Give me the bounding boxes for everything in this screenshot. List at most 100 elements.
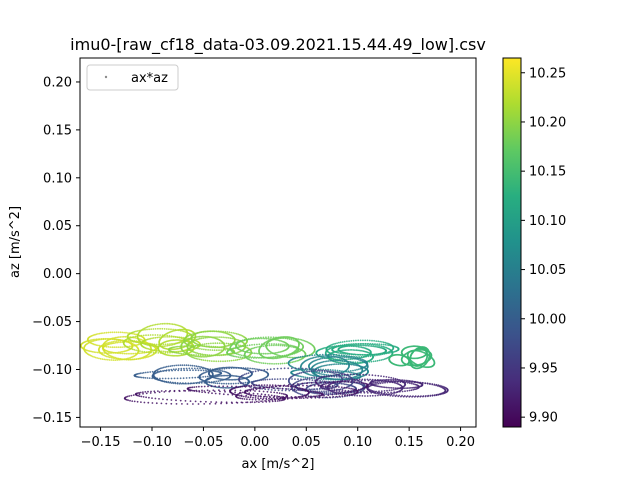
scatter-point	[301, 343, 304, 346]
scatter-point	[289, 361, 292, 364]
scatter-point	[123, 358, 126, 361]
scatter-point	[105, 352, 108, 354]
scatter-point	[368, 339, 371, 342]
scatter-point	[133, 344, 136, 347]
scatter-point	[185, 367, 188, 370]
scatter-point	[162, 336, 164, 338]
scatter-point	[219, 346, 222, 348]
scatter-point	[378, 343, 381, 346]
scatter-point	[108, 359, 111, 361]
scatter-point	[238, 333, 241, 336]
scatter-point	[192, 354, 194, 357]
scatter-point	[98, 332, 101, 335]
scatter-point	[195, 365, 198, 368]
scatter-point	[273, 368, 275, 370]
scatter-point	[158, 379, 160, 381]
scatter-point	[347, 358, 350, 361]
scatter-point	[299, 393, 302, 395]
scatter-point	[336, 359, 339, 362]
scatter-point	[107, 346, 110, 348]
scatter-point	[111, 331, 114, 334]
scatter-point	[268, 343, 271, 345]
scatter-point	[164, 352, 167, 354]
scatter-point	[121, 346, 123, 348]
scatter-point	[105, 358, 107, 361]
scatter-point	[353, 343, 356, 346]
scatter-point	[212, 342, 215, 345]
scatter-point	[286, 336, 288, 338]
scatter-point	[116, 359, 119, 361]
scatter-point	[270, 389, 273, 391]
scatter-point	[246, 351, 249, 354]
scatter-point	[144, 356, 147, 359]
scatter-point	[102, 337, 105, 340]
scatter-point	[325, 360, 328, 363]
scatter-point	[374, 354, 376, 357]
scatter-point	[91, 350, 94, 353]
scatter-point	[151, 345, 154, 347]
scatter-point	[288, 338, 291, 340]
scatter-point	[220, 372, 223, 375]
scatter-point	[252, 347, 255, 350]
scatter-point	[151, 370, 154, 373]
scatter-point	[426, 357, 428, 359]
scatter-point	[339, 345, 342, 347]
scatter-point	[142, 376, 145, 379]
scatter-point	[236, 358, 239, 361]
scatter-point	[103, 345, 106, 348]
scatter-point	[131, 352, 133, 355]
scatter-point	[314, 370, 317, 372]
scatter-point	[274, 338, 277, 341]
scatter-point	[235, 353, 238, 355]
scatter-point	[220, 336, 223, 339]
scatter-point	[176, 339, 179, 341]
scatter-point	[332, 359, 335, 362]
scatter-point	[266, 344, 269, 347]
scatter-point	[316, 369, 319, 372]
scatter-point	[297, 348, 300, 350]
scatter-point	[369, 345, 371, 347]
scatter-point	[386, 344, 388, 346]
scatter-point	[192, 369, 194, 372]
scatter-point	[298, 367, 300, 370]
scatter-point	[199, 347, 201, 350]
scatter-point	[230, 359, 233, 362]
scatter-point	[179, 382, 182, 384]
scatter-point	[168, 322, 171, 325]
scatter-point	[365, 355, 367, 358]
scatter-point	[267, 337, 270, 340]
scatter-point	[287, 388, 290, 390]
scatter-point	[210, 381, 213, 383]
scatter-point	[233, 347, 235, 349]
scatter-point	[257, 352, 259, 355]
scatter-point	[106, 337, 108, 340]
scatter-point	[154, 323, 157, 326]
scatter-point	[108, 356, 111, 359]
scatter-point	[161, 377, 164, 380]
scatter-point	[227, 382, 230, 385]
scatter-point	[105, 345, 108, 348]
scatter-point	[173, 323, 176, 326]
scatter-point	[200, 355, 203, 358]
scatter-point	[167, 365, 170, 368]
scatter-point	[210, 375, 213, 377]
scatter-point	[266, 352, 268, 355]
scatter-point	[260, 343, 263, 346]
scatter-point	[174, 369, 177, 372]
scatter-point	[292, 339, 295, 341]
scatter-point	[275, 357, 278, 360]
scatter-point	[305, 367, 307, 370]
scatter-point	[244, 381, 247, 384]
scatter-point	[165, 380, 168, 383]
scatter-point	[153, 377, 156, 380]
scatter-point	[269, 352, 272, 355]
scatter-point	[224, 360, 227, 363]
scatter-point	[151, 349, 154, 351]
scatter-point	[107, 358, 109, 361]
scatter-point	[220, 346, 223, 348]
scatter-point	[180, 367, 183, 370]
scatter-point	[137, 349, 139, 352]
scatter-point	[255, 337, 257, 339]
scatter-point	[269, 338, 272, 340]
scatter-point	[204, 353, 207, 356]
